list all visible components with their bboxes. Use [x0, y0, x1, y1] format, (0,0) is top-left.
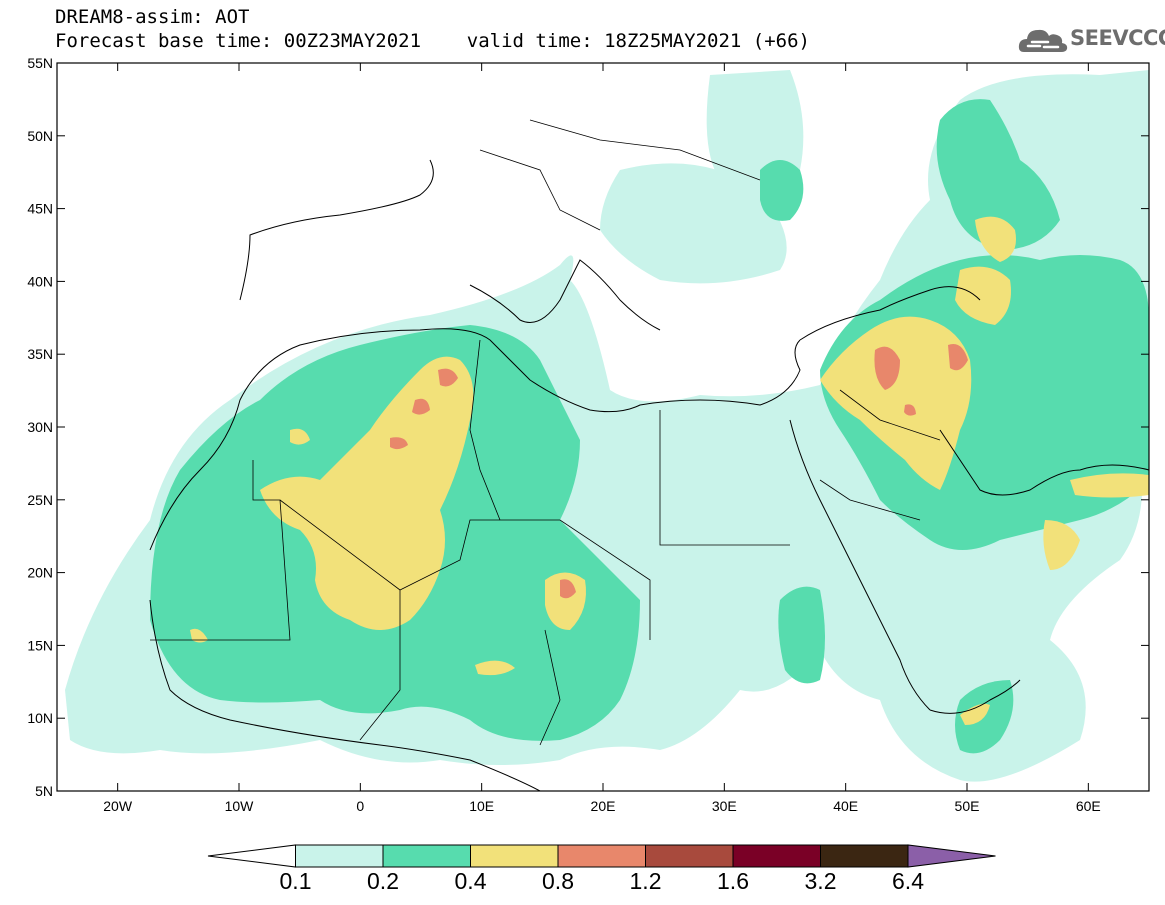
- colorbar-max-triangle: [907, 844, 996, 868]
- colorbar-label: 0.8: [542, 868, 574, 894]
- lon-tick-label: 10W: [225, 798, 255, 814]
- colorbar-label: 6.4: [892, 868, 924, 894]
- colorbar-segment: [645, 844, 734, 868]
- aot-level-0.4: [190, 628, 208, 643]
- colorbar-label: 1.6: [717, 868, 749, 894]
- aot-level-0.4: [955, 266, 1011, 325]
- aot-level-0.4: [1070, 473, 1149, 498]
- aot-level-0.2: [936, 99, 1060, 250]
- colorbar-segment: [295, 844, 384, 868]
- colorbar-label: 1.2: [629, 868, 662, 894]
- forecast-time-line: Forecast base time: 00Z23MAY2021 valid t…: [55, 30, 810, 52]
- lon-tick-label: 10E: [469, 798, 494, 814]
- lat-tick-label: 55N: [27, 55, 53, 71]
- lat-tick-label: 35N: [27, 346, 53, 362]
- aot-level-0.8: [390, 437, 408, 450]
- colorbar-label: 0.4: [454, 868, 487, 894]
- colorbar: [207, 844, 996, 868]
- logo-text: SEEVCCC: [1070, 26, 1165, 50]
- lon-tick-label: 40E: [833, 798, 858, 814]
- aot-level-0.4: [290, 428, 310, 445]
- aot-level-0.4: [820, 316, 972, 490]
- aot-field: [57, 63, 1149, 791]
- aot-level-0.4: [960, 703, 990, 725]
- aot-level-0.4: [1043, 520, 1080, 570]
- colorbar-min-triangle: [207, 844, 296, 868]
- seevccc-logo: SEEVCCC: [1018, 22, 1165, 58]
- colorbar-segment: [382, 844, 471, 868]
- coastlines: [149, 159, 1149, 791]
- aot-level-0.8: [412, 398, 430, 415]
- lat-tick-label: 45N: [27, 201, 53, 217]
- colorbar-label: 0.2: [367, 868, 399, 894]
- lat-tick-label: 30N: [27, 419, 53, 435]
- axis-ticks: [57, 62, 1149, 792]
- lat-tick-label: 10N: [27, 710, 53, 726]
- colorbar-segment: [820, 844, 909, 868]
- colorbar-segment: [557, 844, 646, 868]
- lat-tick-label: 5N: [35, 783, 53, 799]
- lon-tick-label: 20W: [103, 798, 133, 814]
- longitude-labels: 20W 10W 0 10E 20E 30E 40E 50E 60E: [103, 798, 1101, 814]
- map-title: DREAM8-assim: AOT: [55, 6, 250, 28]
- colorbar-segment: [470, 844, 559, 868]
- lat-tick-label: 20N: [27, 565, 53, 581]
- aot-level-0.4: [975, 216, 1016, 262]
- cloud-icon: [1018, 29, 1068, 52]
- aot-level-0.8: [948, 344, 968, 371]
- aot-level-0.8: [904, 404, 916, 416]
- aot-level-0.2: [760, 160, 804, 221]
- lon-tick-label: 0: [356, 798, 364, 814]
- country-borders: [150, 119, 941, 746]
- lon-tick-label: 60E: [1076, 798, 1101, 814]
- aot-level-0.8: [874, 346, 900, 390]
- aot-level-0.4: [475, 660, 515, 676]
- aot-level-0.2: [778, 586, 825, 684]
- aot-level-0.4: [260, 356, 474, 630]
- lat-tick-label: 15N: [27, 637, 53, 653]
- aot-level-0.4: [545, 572, 586, 630]
- latitude-labels: 55N 50N 45N 40N 35N 30N 25N 20N 15N 10N 5N: [27, 55, 53, 799]
- lon-tick-label: 20E: [591, 798, 616, 814]
- lon-tick-label: 50E: [955, 798, 980, 814]
- aot-level-0.8: [560, 579, 576, 599]
- aot-level-0.1: [600, 163, 787, 284]
- lat-tick-label: 25N: [27, 492, 53, 508]
- lat-tick-label: 50N: [27, 128, 53, 144]
- colorbar-label: 0.1: [279, 868, 312, 894]
- lat-tick-label: 40N: [27, 273, 53, 289]
- lon-tick-label: 30E: [712, 798, 737, 814]
- colorbar-segment: [732, 844, 821, 868]
- colorbar-label: 3.2: [804, 868, 837, 894]
- aot-level-0.8: [438, 368, 458, 387]
